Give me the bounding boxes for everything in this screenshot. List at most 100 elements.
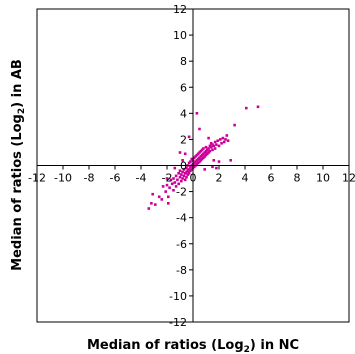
data-point	[215, 166, 218, 170]
x-axis-ticks: -12 -10 -8 -6 -4 -2 0 2 4 6 8 10 12	[28, 165, 355, 185]
x-tick-label: 2	[216, 172, 223, 185]
data-point	[216, 139, 219, 142]
data-point	[181, 159, 184, 162]
data-point	[219, 138, 222, 141]
data-point	[212, 159, 216, 162]
data-point	[215, 143, 218, 146]
data-point	[217, 144, 221, 148]
data-point	[200, 148, 204, 152]
data-point	[172, 189, 175, 192]
data-point	[207, 147, 210, 150]
data-point	[170, 182, 174, 186]
x-tick-label: -6	[110, 172, 121, 185]
y-tick-label: -2	[176, 186, 187, 199]
data-point	[174, 185, 178, 188]
data-point	[212, 144, 216, 148]
data-point	[195, 112, 199, 115]
x-axis-title: Median of ratios (Log2) in NC	[87, 338, 299, 354]
data-point	[185, 166, 188, 170]
data-point	[161, 185, 165, 188]
data-point	[211, 165, 214, 169]
data-point	[178, 151, 182, 154]
x-tick-label: -12	[28, 172, 46, 185]
data-point	[185, 175, 188, 179]
data-point	[221, 136, 225, 140]
data-point	[160, 198, 164, 201]
x-tick-label: 8	[294, 172, 301, 185]
y-tick-label: 4	[180, 107, 187, 120]
data-point	[172, 177, 175, 180]
data-point	[167, 195, 170, 199]
data-point	[203, 168, 206, 171]
data-point	[183, 178, 187, 182]
data-point	[202, 147, 205, 150]
x-tick-label: -10	[54, 172, 72, 185]
data-point	[182, 174, 186, 178]
y-tick-label: -4	[176, 212, 187, 225]
data-point	[204, 145, 208, 149]
y-tick-label: 12	[173, 3, 187, 16]
data-point	[198, 127, 201, 131]
data-point	[151, 192, 154, 196]
y-tick-label: 6	[180, 81, 187, 94]
data-point	[165, 183, 169, 187]
data-point	[177, 172, 180, 175]
x-tick-label: -2	[162, 172, 173, 185]
data-point	[177, 182, 180, 186]
data-point	[207, 136, 210, 140]
data-point	[178, 169, 182, 172]
data-point	[206, 148, 209, 152]
data-point	[167, 202, 170, 205]
data-point	[173, 181, 177, 184]
data-point	[169, 178, 173, 182]
y-tick-label: -8	[176, 264, 187, 277]
data-point	[229, 159, 232, 162]
y-tick-label: -10	[169, 290, 187, 303]
data-point	[180, 179, 183, 183]
data-point	[222, 140, 226, 144]
x-tick-label: 0	[190, 172, 197, 185]
data-point	[225, 134, 229, 137]
data-point	[245, 106, 248, 110]
x-tick-label: 4	[242, 172, 249, 185]
data-point	[189, 160, 192, 163]
data-point	[187, 135, 191, 139]
data-point	[213, 147, 217, 150]
data-point	[181, 170, 184, 174]
data-point	[176, 178, 179, 182]
y-tick-label: 10	[173, 29, 187, 42]
y-tick-label: 8	[180, 55, 187, 68]
data-point	[182, 168, 186, 171]
data-point	[183, 152, 187, 156]
data-point	[181, 177, 184, 180]
data-point	[164, 190, 167, 193]
data-point	[187, 172, 191, 175]
data-point	[174, 174, 178, 178]
data-point	[226, 139, 230, 142]
data-point	[173, 166, 177, 170]
data-point	[211, 148, 214, 152]
y-axis-title: Median of ratios (Log2) in AB	[10, 59, 27, 271]
data-point	[217, 160, 221, 163]
y-axis-ticks: -12 -10 -8 -6 -4 -2 0 2 4 6 8 10 12	[169, 3, 193, 329]
data-point	[208, 149, 212, 153]
data-point	[180, 173, 183, 176]
data-point	[233, 123, 236, 127]
x-tick-label: 12	[342, 172, 355, 185]
y-tick-label: 2	[180, 133, 187, 146]
y-tick-label: -12	[169, 316, 187, 329]
y-tick-label: -6	[176, 238, 187, 251]
data-point	[213, 140, 217, 144]
data-point	[150, 202, 153, 205]
data-point	[256, 105, 260, 109]
x-tick-label: -4	[136, 172, 147, 185]
data-points	[147, 105, 260, 210]
x-tick-label: -8	[84, 172, 95, 185]
x-tick-label: 10	[316, 172, 330, 185]
data-point	[168, 186, 171, 189]
data-point	[157, 195, 161, 199]
data-point	[147, 207, 151, 210]
data-point	[209, 145, 213, 149]
data-point	[220, 142, 223, 145]
